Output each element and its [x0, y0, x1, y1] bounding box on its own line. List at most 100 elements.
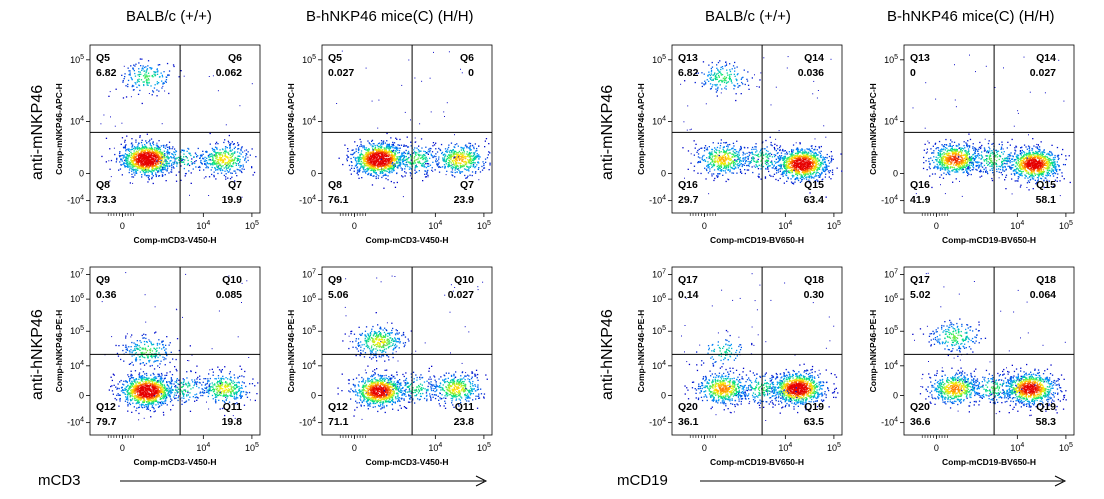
quadrant-percent: 36.6 — [910, 416, 931, 428]
quadrant-percent: 0.36 — [96, 289, 117, 301]
quadrant-percent: 76.1 — [328, 194, 349, 206]
plot-frame — [903, 266, 1075, 436]
quadrant-name: Q7 — [228, 179, 242, 191]
x-tick-label: 104 — [1010, 442, 1024, 453]
quadrant-name: Q14 — [804, 52, 824, 64]
y-tick-label: 0 — [79, 168, 84, 178]
y-tick-label: 0 — [893, 390, 898, 400]
x-tick-label: 105 — [827, 220, 841, 231]
quadrant-name: Q6 — [228, 52, 242, 64]
x-tick-label: 0 — [934, 221, 939, 231]
quadrant-name: Q11 — [223, 401, 242, 413]
y-tick-label: 0 — [893, 168, 898, 178]
quadrant-name: Q20 — [678, 401, 698, 413]
event-dots — [101, 272, 259, 421]
y-tick-label: 107 — [302, 268, 316, 279]
x-axis-label: Comp-mCD19-BV650-H — [942, 457, 1036, 467]
quadrant-percent: 6.82 — [96, 67, 117, 79]
y-tick-label: 104 — [70, 360, 84, 371]
quadrant-name: Q12 — [328, 401, 348, 413]
y-tick-label: 104 — [302, 116, 316, 127]
arrow-right — [700, 475, 1067, 487]
y-axis-label: Comp-mNKP46-APC-H — [868, 83, 878, 175]
y-tick-label: 105 — [884, 325, 898, 336]
x-tick-label: 105 — [1059, 220, 1073, 231]
y-tick-label: 105 — [70, 325, 84, 336]
quadrant-name: Q7 — [460, 179, 474, 191]
y-tick-label: 104 — [652, 360, 666, 371]
column-header-balbc-left: BALB/c (+/+) — [126, 8, 212, 25]
y-tick-label: 0 — [311, 390, 316, 400]
y-tick-label: 104 — [70, 116, 84, 127]
y-tick-label: 107 — [884, 268, 898, 279]
x-tick-label: 105 — [477, 442, 491, 453]
y-tick-label: 105 — [70, 54, 84, 65]
y-tick-label: -104 — [881, 417, 898, 428]
event-dots — [912, 54, 1071, 200]
y-axis-label: Comp-hNKP46-PE-H — [54, 310, 64, 393]
plot-frame — [321, 266, 493, 436]
quadrant-name: Q16 — [910, 179, 930, 191]
quadrant-percent: 0.036 — [798, 67, 824, 79]
row-label-hnkp46-left: anti-hNKP46 — [29, 309, 46, 400]
x-axis-label: Comp-mCD3-V450-H — [133, 235, 216, 245]
quadrant-percent: 23.8 — [454, 416, 475, 428]
x-tick-label: 0 — [120, 221, 125, 231]
quadrant-name: Q8 — [328, 179, 342, 191]
quadrant-percent: 6.82 — [678, 67, 699, 79]
quadrant-percent: 0.30 — [804, 289, 825, 301]
column-header-balbc-right: BALB/c (+/+) — [705, 8, 791, 25]
plot-frame — [903, 44, 1075, 214]
quadrant-name: Q14 — [1036, 52, 1056, 64]
event-dots — [337, 275, 488, 420]
quadrant-name: Q5 — [328, 52, 342, 64]
y-axis-label: Comp-hNKP46-PE-H — [286, 310, 296, 393]
quadrant-percent: 0.062 — [216, 67, 242, 79]
plot-mcd19-hnkp46-hnkp46: Q17 5.02 Q18 0.064 Q19 58.3 Q20 36.6 0 104 105 Comp… — [868, 266, 1075, 467]
y-tick-label: 106 — [884, 293, 898, 304]
x-tick-label: 105 — [477, 220, 491, 231]
y-tick-label: -104 — [67, 417, 84, 428]
y-tick-label: 0 — [311, 168, 316, 178]
y-tick-label: 106 — [302, 293, 316, 304]
x-tick-label: 0 — [352, 443, 357, 453]
quadrant-percent: 71.1 — [328, 416, 349, 428]
plot-mcd3-balbc-mnkp46: Q5 6.82 Q6 0.062 Q7 19.9 Q8 73.3 0 104 105 Comp-mCD… — [54, 44, 261, 245]
quadrant-name: Q5 — [96, 52, 110, 64]
quadrant-percent: 0.14 — [678, 289, 699, 301]
plot-frame — [89, 44, 261, 214]
y-axis-label: Comp-mNKP46-APC-H — [286, 83, 296, 175]
quadrant-percent: 63.5 — [804, 416, 825, 428]
quadrant-percent: 29.7 — [678, 194, 699, 206]
quadrant-percent: 0.027 — [328, 67, 354, 79]
quadrant-percent: 63.4 — [804, 194, 825, 206]
y-axis-label: Comp-hNKP46-PE-H — [636, 310, 646, 393]
quadrant-percent: 58.3 — [1036, 416, 1057, 428]
quadrant-name: Q20 — [910, 401, 930, 413]
quadrant-name: Q9 — [328, 274, 342, 286]
y-tick-label: -104 — [649, 195, 666, 206]
event-dots — [681, 273, 839, 421]
x-tick-label: 104 — [428, 442, 442, 453]
x-tick-label: 0 — [120, 443, 125, 453]
x-tick-label: 105 — [1059, 442, 1073, 453]
x-axis-label: Comp-mCD19-BV650-H — [942, 235, 1036, 245]
event-dots — [912, 272, 1067, 417]
x-tick-label: 104 — [428, 220, 442, 231]
x-tick-label: 104 — [196, 220, 210, 231]
x-tick-label: 104 — [1010, 220, 1024, 231]
quadrant-percent: 0 — [468, 67, 474, 79]
quadrant-percent: 19.8 — [222, 416, 243, 428]
row-label-mnkp46-left: anti-mNKP46 — [29, 84, 46, 180]
plot-mcd3-balbc-hnkp46: Q9 0.36 Q10 0.085 Q11 19.8 Q12 79.7 0 104 105 Comp-… — [54, 266, 261, 467]
x-tick-label: 104 — [778, 442, 792, 453]
x-tick-label: 104 — [196, 442, 210, 453]
column-header-hnkp46-left: B-hNKP46 mice(C) (H/H) — [306, 8, 474, 25]
quadrant-name: Q6 — [460, 52, 474, 64]
quadrant-name: Q10 — [454, 274, 474, 286]
y-tick-label: -104 — [649, 417, 666, 428]
y-tick-label: 0 — [661, 168, 666, 178]
event-dots — [100, 58, 257, 198]
row-label-hnkp46-right: anti-hNKP46 — [599, 309, 616, 400]
plot-frame — [671, 266, 843, 436]
